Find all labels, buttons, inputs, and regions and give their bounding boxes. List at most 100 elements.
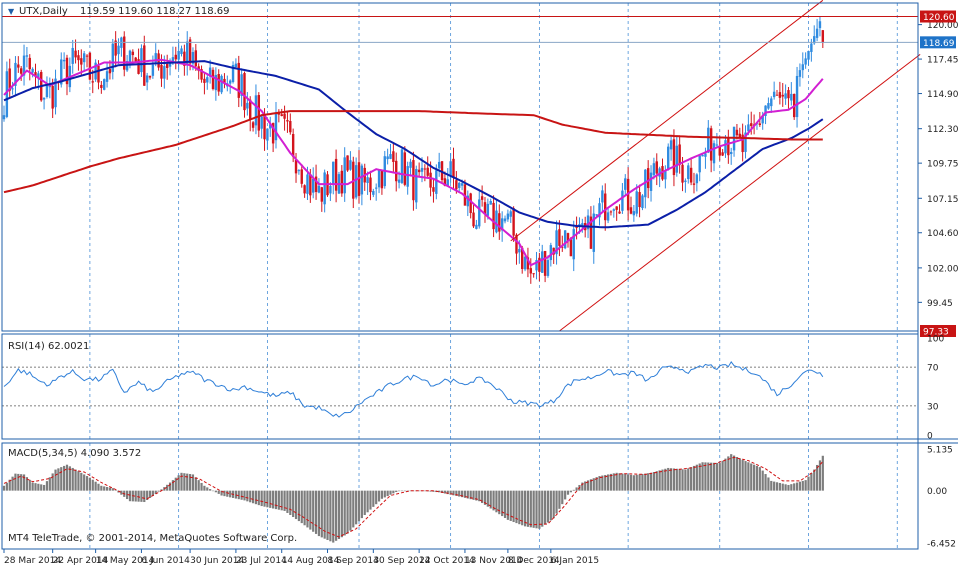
- price-y-tick-label: 107.15: [927, 195, 959, 205]
- candle-body: [798, 70, 802, 77]
- candle-body: [160, 64, 163, 79]
- macd-histogram-bar: [778, 482, 781, 491]
- current-price-tag-label: 118.69: [923, 39, 955, 49]
- collapse-triangle-icon[interactable]: ▼: [8, 7, 15, 16]
- candle-body: [183, 51, 186, 66]
- candle-body: [312, 178, 315, 193]
- macd-histogram-bar: [120, 490, 123, 495]
- macd-histogram-bar: [664, 468, 667, 491]
- symbol-timeframe-label: UTX,Daily: [19, 6, 68, 17]
- macd-panel[interactable]: [2, 454, 824, 543]
- candle-body: [629, 207, 633, 214]
- macd-histogram-bar: [747, 462, 750, 491]
- macd-histogram-bar: [775, 482, 779, 491]
- candle-body: [174, 54, 177, 60]
- rsi-y-tick-label: 70: [927, 364, 939, 374]
- candle-body: [366, 177, 369, 183]
- macd-histogram-bar: [283, 490, 286, 511]
- macd-histogram-bar: [11, 476, 14, 491]
- rsi-y-tick-label: 30: [927, 402, 939, 412]
- candle-body: [770, 98, 773, 107]
- candle-body: [475, 224, 478, 229]
- macd-histogram-bar: [151, 490, 154, 496]
- macd-histogram-bar: [704, 462, 707, 491]
- macd-histogram-bar: [526, 490, 530, 527]
- macd-histogram-bar: [383, 490, 386, 498]
- candle-body: [764, 105, 767, 117]
- macd-histogram-bar: [217, 490, 220, 494]
- candle-body: [601, 190, 604, 203]
- macd-histogram-bar: [320, 490, 323, 538]
- macd-histogram-bar: [738, 458, 741, 491]
- macd-histogram-bar: [91, 479, 94, 491]
- price-panel[interactable]: [2, 0, 921, 332]
- macd-histogram-bar: [552, 490, 555, 519]
- macd-histogram-bar: [718, 463, 721, 491]
- channel-upper-line[interactable]: [510, 0, 824, 242]
- rsi-panel[interactable]: [2, 361, 918, 418]
- candle-body: [320, 187, 323, 202]
- macd-histogram-bar: [810, 473, 813, 491]
- candle-body: [417, 169, 421, 173]
- candle-body: [604, 193, 607, 221]
- macd-histogram-bar: [5, 482, 8, 491]
- macd-histogram-bar: [744, 461, 747, 491]
- macd-histogram-bar: [42, 484, 46, 491]
- macd-histogram-bar: [755, 465, 759, 491]
- candle-body: [572, 229, 575, 260]
- candle-body: [251, 122, 255, 128]
- macd-histogram-bar: [692, 465, 696, 491]
- candle-body: [795, 75, 799, 118]
- macd-histogram-bar: [627, 474, 630, 491]
- macd-histogram-bar: [483, 490, 487, 505]
- candle-body: [486, 203, 490, 216]
- price-y-tick-label: 99.45: [927, 299, 953, 309]
- channel-lower-line[interactable]: [559, 53, 921, 332]
- candle-body: [440, 161, 444, 181]
- macd-histogram-bar: [503, 490, 507, 518]
- candle-body: [592, 213, 595, 252]
- macd-histogram-bar: [209, 489, 212, 491]
- macd-histogram-bar: [369, 490, 372, 510]
- macd-histogram-bar: [77, 471, 80, 491]
- candle-body: [243, 73, 246, 111]
- macd-histogram-bar: [191, 474, 195, 491]
- candle-body: [28, 57, 31, 70]
- candle-body: [340, 170, 344, 194]
- macd-histogram-bar: [300, 490, 303, 524]
- candle-body: [188, 39, 192, 64]
- macd-histogram-bar: [687, 468, 690, 491]
- candle-body: [712, 143, 716, 164]
- candle-body: [165, 63, 169, 68]
- macd-histogram-bar: [400, 490, 404, 492]
- macd-histogram-bar: [94, 481, 97, 491]
- macd-histogram-bar: [2, 485, 6, 491]
- candle-body: [271, 123, 275, 144]
- macd-histogram-bar: [254, 490, 258, 505]
- x-tick-label: 13 Nov 2014: [465, 556, 523, 566]
- candle-body: [37, 73, 40, 79]
- macd-histogram-bar: [629, 474, 633, 491]
- current-price-tag: [920, 36, 956, 49]
- macd-histogram-bar: [229, 490, 232, 498]
- candle-body: [669, 140, 673, 150]
- macd-histogram-bar: [85, 476, 89, 491]
- macd-histogram-bar: [455, 490, 458, 496]
- candle-body: [168, 61, 172, 67]
- panel-frame: [1, 2, 919, 332]
- candle-body: [51, 85, 54, 109]
- candle-body: [131, 51, 135, 56]
- macd-histogram-bar: [698, 463, 701, 491]
- candle-body: [701, 154, 704, 157]
- candle-body: [515, 234, 518, 254]
- x-tick-label: 22 Oct 2014: [419, 556, 475, 566]
- candle-body: [498, 213, 501, 232]
- macd-histogram-bar: [595, 477, 598, 491]
- macd-histogram-bar: [54, 469, 57, 491]
- macd-histogram-bar: [337, 490, 341, 540]
- x-tick-label: 23 Jul 2014: [236, 556, 287, 566]
- macd-histogram-bar: [458, 490, 461, 497]
